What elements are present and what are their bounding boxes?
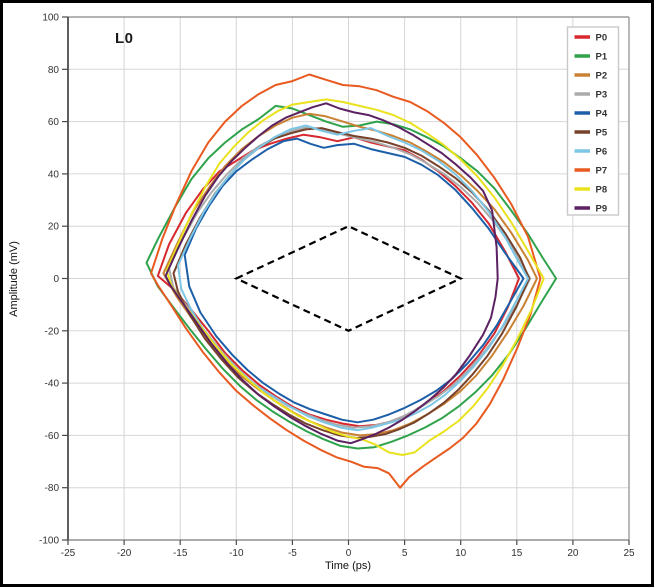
legend-box xyxy=(566,26,620,216)
series-line-P5 xyxy=(172,127,531,439)
series-line-P1 xyxy=(145,104,558,450)
y-tick-label: 20 xyxy=(48,222,60,233)
y-tick-label: -80 xyxy=(45,483,60,494)
legend-label-P7: P7 xyxy=(596,165,608,176)
series-line-P0 xyxy=(156,133,520,428)
eye-diagram-chart: -25 -20 -15 -10 -5 0 5 10 15 20 25 -100 -80 -60 -40 -20… xyxy=(3,3,651,584)
y-tick-label: -20 xyxy=(45,326,60,337)
x-tick-label: 20 xyxy=(567,548,579,559)
series-line-P7 xyxy=(150,73,542,489)
x-tick-label: 5 xyxy=(402,548,408,559)
series-line-P8 xyxy=(165,98,545,456)
series-line-P4 xyxy=(183,137,525,424)
x-tick-label: 25 xyxy=(623,548,635,559)
y-tick-label: 100 xyxy=(42,13,59,24)
x-tick-label: -20 xyxy=(117,548,132,559)
series-line-P9 xyxy=(164,102,499,445)
y-axis-title: Amplitude (mV) xyxy=(8,241,20,317)
legend-label-P9: P9 xyxy=(596,203,608,214)
legend-label-P5: P5 xyxy=(596,127,608,138)
y-tick-label: 40 xyxy=(48,169,60,180)
x-tick-label: -15 xyxy=(173,548,188,559)
legend-label-P4: P4 xyxy=(596,108,608,119)
x-tick-label: -25 xyxy=(61,548,76,559)
series-line-P6 xyxy=(177,124,529,432)
legend-label-P8: P8 xyxy=(596,184,608,195)
x-tick-label: 15 xyxy=(511,548,523,559)
y-tick-label: 0 xyxy=(53,274,59,285)
y-tick-label: 80 xyxy=(48,65,60,76)
legend-label-P1: P1 xyxy=(596,51,608,62)
y-tick-label: -100 xyxy=(39,536,59,547)
y-tick-label: -60 xyxy=(45,431,60,442)
legend-label-P2: P2 xyxy=(596,70,608,81)
x-tick-label: -5 xyxy=(288,548,297,559)
y-tick-label: -40 xyxy=(45,379,60,390)
x-axis-title: Time (ps) xyxy=(324,560,372,572)
plot-canvas: -25 -20 -15 -10 -5 0 5 10 15 20 25 -100 -80 -60 -40 -20… xyxy=(39,13,635,560)
x-tick-label: 10 xyxy=(455,548,467,559)
legend-label-P0: P0 xyxy=(596,32,608,43)
x-tick-label: -10 xyxy=(229,548,244,559)
legend-label-P3: P3 xyxy=(596,89,608,100)
y-tick-label: 60 xyxy=(48,117,60,128)
lane-label: L0 xyxy=(115,30,134,47)
x-tick-label: 0 xyxy=(346,548,352,559)
legend-label-P6: P6 xyxy=(596,146,608,157)
eye-mask xyxy=(233,224,464,333)
